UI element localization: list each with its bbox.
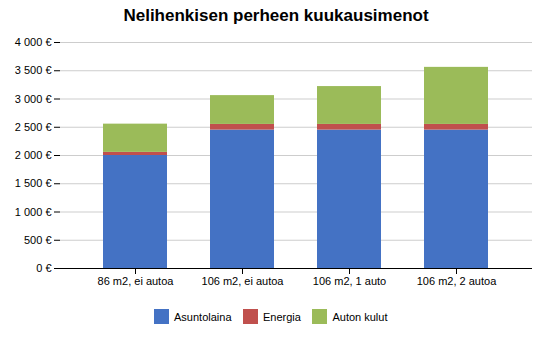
svg-text:4 000 €: 4 000 € <box>15 36 52 48</box>
html-text:Nelihenkisen perheen kuukausim: Nelihenkisen perheen kuukausimenot <box>123 6 429 25</box>
html-text:Energia: Energia <box>263 310 301 323</box>
svg-text:1 500 €: 1 500 € <box>15 177 52 189</box>
svg-text:500 €: 500 € <box>24 234 52 246</box>
svg-text:3 000 €: 3 000 € <box>15 93 52 105</box>
svg-text:3 500 €: 3 500 € <box>15 64 52 76</box>
svg-text:2 000 €: 2 000 € <box>15 149 52 161</box>
svg-text:106 m2, 2 autoa: 106 m2, 2 autoa <box>417 275 497 287</box>
svg-text:1 000 €: 1 000 € <box>15 206 52 218</box>
svg-text:86 m2, ei autoa: 86 m2, ei autoa <box>98 275 175 287</box>
svg-text:2 500 €: 2 500 € <box>15 121 52 133</box>
svg-text:106 m2, ei autoa: 106 m2, ei autoa <box>202 275 285 287</box>
html-text:Auton kulut: Auton kulut <box>332 310 388 323</box>
html-text:Asuntolaina: Asuntolaina <box>174 310 232 323</box>
svg-text:0 €: 0 € <box>36 262 51 274</box>
svg-text:106 m2, 1 auto: 106 m2, 1 auto <box>313 275 386 287</box>
